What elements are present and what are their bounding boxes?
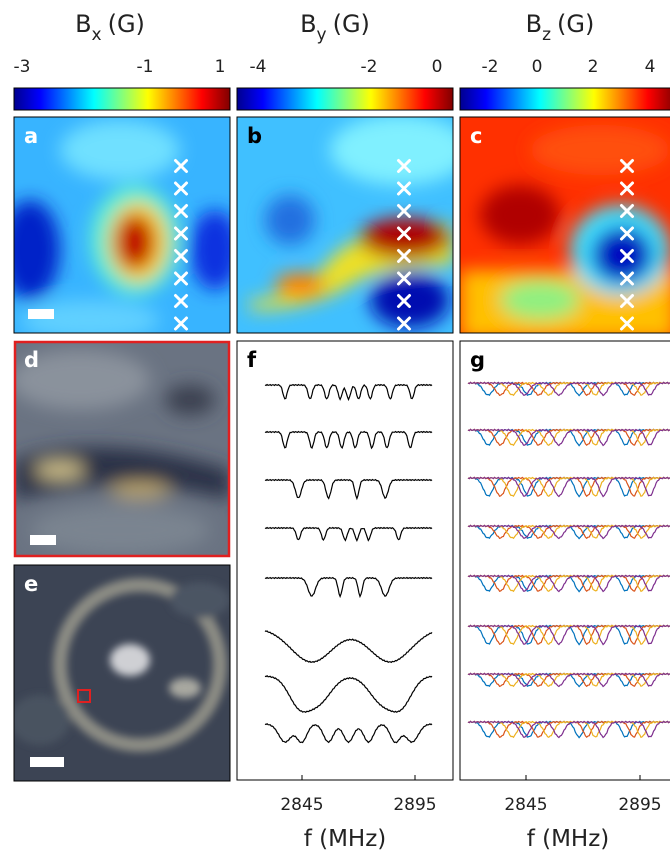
colorbar-tick-label: -4 [250,57,267,77]
colorbar [460,88,670,110]
title-unit: (G) [108,10,145,38]
column-title: Bz (G) [526,10,595,45]
panel-label: b [247,124,262,148]
title-unit: (G) [333,10,370,38]
colorbar-tick-label: 0 [432,57,443,77]
figure: Bx (G) -3 -1 1 By (G) -4 -2 0 Bz (G) -2 0 2 4 a b c d e f g 284… [0,0,670,856]
column-title: Bx (G) [75,10,145,45]
panel-label: a [24,124,38,148]
colorbar [237,88,453,110]
map-bx [0,117,240,340]
map-by [237,115,470,333]
colorbar-tick-label: 0 [532,57,543,77]
colorbar-tick-label: 1 [215,57,226,77]
x-tick-label: 2845 [504,795,547,815]
title-subscript: z [542,25,551,45]
scale-bar [28,309,54,319]
colorbar [14,88,230,110]
spectra-frame [237,341,453,780]
x-tick-label: 2895 [393,795,436,815]
panel-label: d [24,348,39,372]
title-symbol: B [75,10,91,38]
title-subscript: y [317,25,327,45]
colorbar-tick-label: -2 [482,57,499,77]
panel-label: c [470,124,482,148]
panel-label: e [24,572,38,596]
colorbar-tick-label: -1 [137,57,154,77]
colorbar-tick-label: 2 [588,57,599,77]
x-axis-label: f (MHz) [304,826,387,852]
title-subscript: x [92,25,102,45]
spectra-frame [460,341,670,780]
column-title: By (G) [300,10,370,45]
colorbar-tick-label: -3 [14,57,31,77]
map-bz [460,117,670,340]
x-axis-label: f (MHz) [527,826,610,852]
panel-label: f [247,348,257,372]
title-symbol: B [300,10,316,38]
title-unit: (G) [557,10,594,38]
colorbar-tick-label: 4 [645,57,656,77]
colorbar-tick-label: -2 [361,57,378,77]
title-symbol: B [526,10,542,38]
x-tick-label: 2895 [618,795,661,815]
optical-image [10,565,230,781]
x-tick-label: 2845 [280,795,323,815]
scale-bar [30,535,56,545]
panel-label: g [470,348,485,372]
scale-bar [30,757,64,767]
optical-image [10,341,230,557]
